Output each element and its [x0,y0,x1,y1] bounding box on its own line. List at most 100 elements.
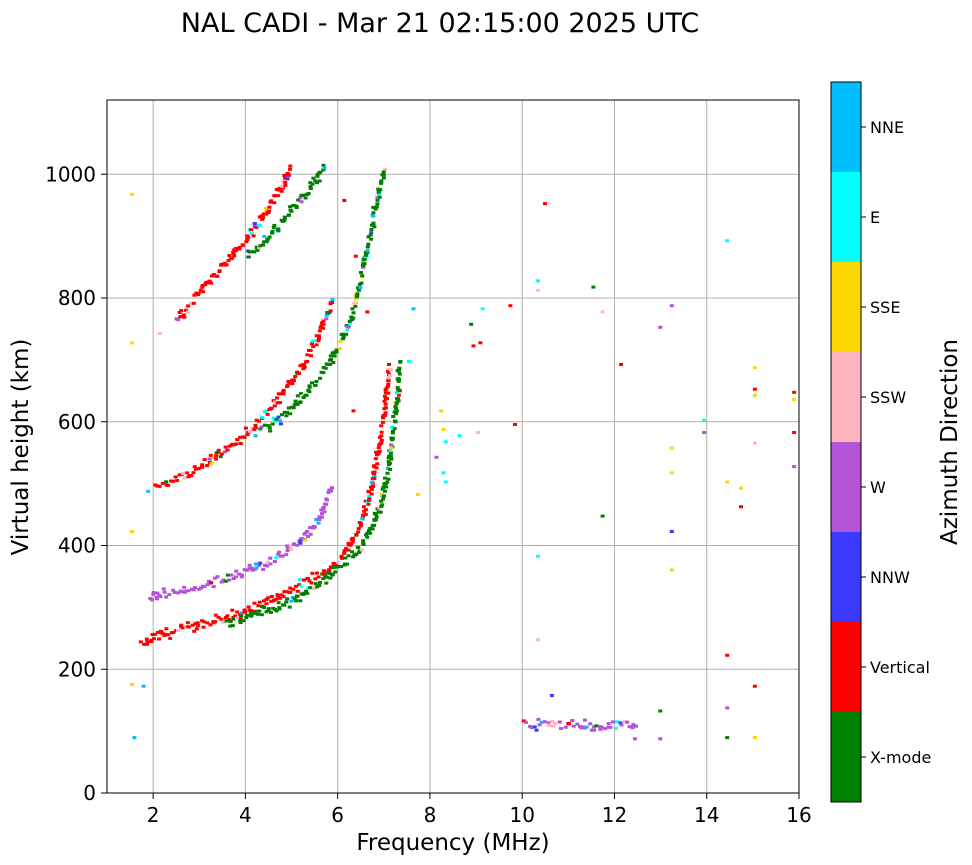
echo-point [752,441,757,445]
echo-point [276,415,281,419]
echo-point [395,369,400,373]
echo-point [308,586,313,590]
echo-point [262,606,266,609]
echo-point [249,232,254,236]
echo-point [208,453,213,457]
echo-point [193,467,198,471]
echo-point [243,610,248,614]
echo-point [304,589,308,593]
echo-point [231,617,236,621]
echo-point [365,531,370,535]
echo-point [372,470,377,474]
echo-point [365,310,370,314]
echo-point [389,451,393,455]
echo-point [610,720,615,724]
echo-point [606,722,611,726]
echo-point [600,310,605,314]
echo-point [238,619,243,623]
echo-point [480,307,485,311]
echo-point [317,337,321,341]
echo-point [285,597,290,601]
echo-point [320,515,324,519]
echo-point [383,406,388,410]
echo-point [377,506,382,510]
echo-point [150,598,154,602]
echo-point [334,563,339,566]
echo-point [358,524,363,528]
echo-point [269,599,274,603]
echo-point [179,590,184,594]
echo-point [443,480,448,484]
echo-point [539,720,544,724]
echo-point [381,497,386,501]
echo-point [226,259,231,262]
echo-point [251,234,256,238]
echo-point [166,633,171,637]
echo-point [702,431,707,434]
echo-point [182,476,187,480]
echo-point [216,615,221,619]
echo-point [385,466,390,470]
echo-point [298,599,303,603]
echo-point [305,591,310,595]
echo-point [319,324,324,328]
echo-point [396,388,401,392]
echo-point [157,637,161,641]
echo-point [563,725,568,729]
echo-point [341,337,346,341]
echo-point [315,173,320,177]
echo-point [202,620,207,624]
echo-point [207,579,211,583]
echo-point [313,577,318,581]
echo-point [396,380,401,383]
echo-point [369,488,374,491]
echo-point [792,465,797,469]
echo-point [330,351,335,355]
echo-point [176,629,181,632]
echo-point [390,438,395,442]
echo-point [379,434,384,438]
echo-point [398,360,403,363]
echo-point [372,472,376,476]
echo-point [248,611,253,615]
echo-point [379,492,384,496]
echo-point [351,311,356,315]
echo-point [299,392,303,396]
echo-point [268,556,273,560]
echo-point [249,228,254,232]
echo-point [195,621,200,625]
echo-point [389,443,394,447]
echo-point [179,315,184,318]
echo-point [276,392,281,396]
echo-point [321,163,326,167]
echo-point [305,359,310,363]
echo-point [152,632,157,636]
echo-point [317,517,322,521]
echo-point [328,576,333,580]
echo-point [299,584,304,588]
echo-point [242,608,247,612]
echo-point [257,563,262,567]
colorbar-swatch [831,262,861,352]
echo-point [278,392,283,396]
echo-point [258,427,263,431]
echo-point [370,223,374,227]
echo-point [259,613,264,617]
echo-point [183,308,188,312]
echo-point [306,586,311,590]
echo-point [247,563,252,567]
echo-point [247,608,252,612]
echo-point [254,566,259,570]
echo-point [196,467,201,471]
echo-point [523,720,528,724]
echo-point [176,591,180,595]
echo-point [296,198,301,202]
echo-point [227,254,232,257]
echo-point [374,515,379,519]
echo-point [191,301,196,305]
echo-point [295,589,300,593]
echo-point [181,313,186,317]
echo-point [570,719,575,722]
echo-point [376,187,381,191]
echo-point [371,484,376,488]
